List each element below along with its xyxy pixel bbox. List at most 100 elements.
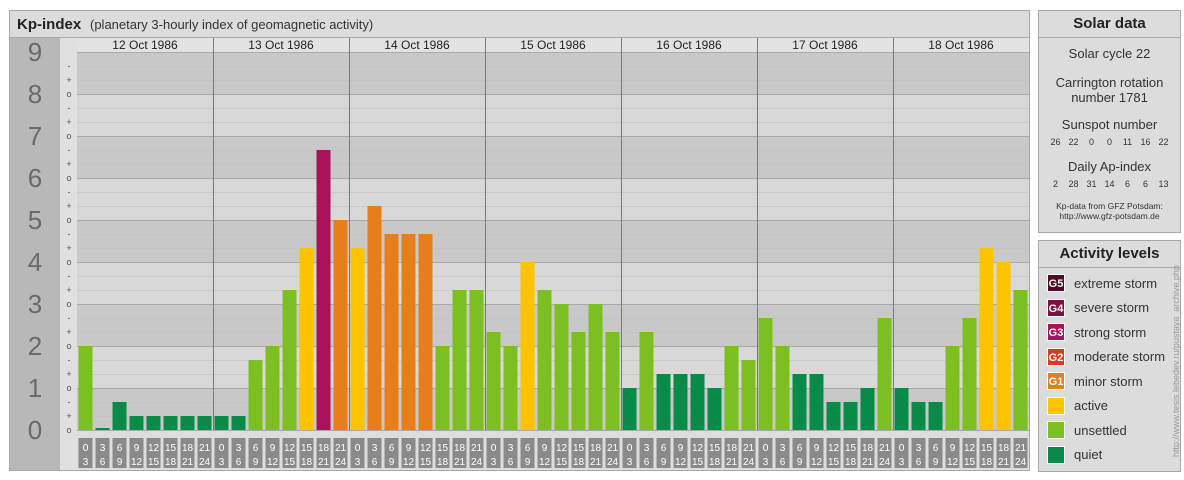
y-tick-label: 0: [28, 415, 42, 445]
hour-end-label: 6: [916, 457, 922, 468]
hour-start-label: 12: [420, 443, 432, 454]
y-minor-label: +: [66, 327, 71, 337]
hour-end-label: 15: [556, 457, 568, 468]
hour-end-label: 12: [539, 457, 551, 468]
kp-bar: [282, 290, 297, 430]
kp-bar: [520, 262, 535, 430]
kp-bar: [163, 416, 178, 430]
kp-bar: [316, 149, 331, 430]
sunspot-values: 26 22 0 0 11 16 22: [1039, 137, 1180, 147]
kp-bar: [78, 346, 93, 430]
hour-end-label: 15: [692, 457, 704, 468]
hour-start-label: 0: [763, 443, 769, 454]
source-link[interactable]: http://www.gfz-potsdam.de: [1059, 211, 1160, 221]
hour-cell: [1013, 438, 1028, 468]
background-bands: [9, 10, 1030, 471]
y-label-column: [10, 38, 60, 470]
kp-bar: [979, 248, 994, 430]
hour-start-label: 0: [219, 443, 225, 454]
y-minor-label: o: [66, 425, 71, 435]
kp-bar: [384, 233, 399, 430]
kp-bar: [656, 374, 671, 430]
hour-end-label: 24: [879, 457, 891, 468]
day-label-strip: [77, 38, 1029, 52]
hour-cell: [78, 438, 93, 468]
hour-start-label: 3: [780, 443, 786, 454]
y-minor-label: -: [68, 61, 71, 71]
hour-cell: [520, 438, 535, 468]
hour-cell: [707, 438, 722, 468]
day-label: 16 Oct 1986: [656, 38, 722, 52]
kp-bar: [775, 346, 790, 430]
sunspot-label: Sunspot number: [1061, 117, 1158, 132]
hour-end-label: 9: [661, 457, 667, 468]
hour-cell: [860, 438, 875, 468]
kp-bar: [996, 262, 1011, 430]
y-tick-label: 1: [28, 373, 42, 403]
kp-bar: [95, 428, 110, 430]
hour-cell: [945, 438, 960, 468]
hour-start-label: 6: [525, 443, 531, 454]
hour-start-label: 15: [165, 443, 177, 454]
hour-cell: [163, 438, 178, 468]
y-minor-label: -: [68, 271, 71, 281]
hour-end-label: 21: [590, 457, 602, 468]
sunspot-value: 0: [1088, 137, 1094, 147]
hour-cell: [265, 438, 280, 468]
kp-bar: [588, 304, 603, 430]
kp-bar: [622, 388, 637, 430]
hour-end-label: 3: [763, 457, 769, 468]
y-minor-label: -: [68, 145, 71, 155]
ap-value: 2: [1052, 179, 1058, 189]
kp-bar: [911, 401, 926, 430]
hour-end-label: 12: [811, 457, 823, 468]
hour-cell: [112, 438, 127, 468]
hour-start-label: 18: [182, 443, 194, 454]
level-label: extreme storm: [1074, 275, 1158, 291]
level-strong-storm: G3 strong storm: [1039, 320, 1180, 345]
hour-cell: [605, 438, 620, 468]
day-label: 17 Oct 1986: [792, 38, 858, 52]
ap-value: 31: [1086, 179, 1097, 189]
hour-cell: [775, 438, 790, 468]
hour-labels: 0336699121215151818212124033669912121515…: [77, 438, 1029, 470]
day-label: 15 Oct 1986: [520, 38, 586, 52]
hour-cell: [95, 438, 110, 468]
kp-bar: [605, 332, 620, 430]
hour-start-label: 15: [709, 443, 721, 454]
minor-label-column: [60, 38, 77, 470]
hour-cell: [367, 438, 382, 468]
hour-cell: [333, 438, 348, 468]
hour-cell: [503, 438, 518, 468]
sunspot-value: 11: [1122, 137, 1133, 147]
kp-bar: [299, 248, 314, 430]
hour-end-label: 24: [335, 457, 347, 468]
solar-data-panel: Solar data Solar cycle 22 Carrington rot…: [1038, 10, 1181, 233]
hour-end-label: 12: [675, 457, 687, 468]
hour-cell: [401, 438, 416, 468]
y-minor-label: o: [66, 89, 71, 99]
y-minor-label: +: [66, 75, 71, 85]
hour-start-label: 6: [661, 443, 667, 454]
hour-start-label: 12: [828, 443, 840, 454]
hour-end-label: 12: [267, 457, 279, 468]
y-minor-label: +: [66, 243, 71, 253]
kp-bar: [112, 401, 127, 430]
hour-start-label: 15: [573, 443, 585, 454]
y-minor-label: +: [66, 285, 71, 295]
hour-start-label: 3: [644, 443, 650, 454]
hour-start-label: 6: [389, 443, 395, 454]
hour-cell: [571, 438, 586, 468]
kp-bar: [231, 416, 246, 430]
hour-end-label: 24: [471, 457, 483, 468]
kp-bar: [741, 359, 756, 430]
hour-end-label: 24: [743, 457, 755, 468]
hour-start-label: 3: [236, 443, 242, 454]
hour-end-label: 24: [199, 457, 211, 468]
y-minor-label: +: [66, 159, 71, 169]
ap-value: 28: [1068, 179, 1079, 189]
hour-end-label: 18: [845, 457, 857, 468]
y-minor-label: +: [66, 201, 71, 211]
y-minor-label: o: [66, 257, 71, 267]
level-minor-storm: G1 minor storm: [1039, 369, 1180, 394]
